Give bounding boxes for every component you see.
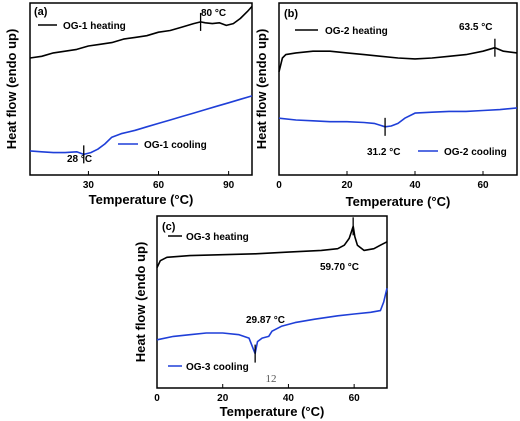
series-line-og-2-cooling: [278, 107, 518, 128]
series-line-og-1-cooling: [29, 95, 253, 156]
annotation-og2-heating-peak: 63.5 °C: [459, 22, 492, 33]
panel-c-frame: [156, 215, 388, 389]
panel-a-x-tick-label: 60: [153, 180, 165, 191]
page-number: 12: [266, 373, 277, 385]
panel-a-x-tick-label: 90: [223, 180, 235, 191]
panel-a-label: (a): [34, 6, 48, 18]
panel-a-xlabel: Temperature (°C): [89, 192, 194, 207]
legend-label-og3-cooling: OG-3 cooling: [186, 362, 249, 373]
panel-b-label: (b): [284, 8, 298, 20]
legend-label-og1-cooling: OG-1 cooling: [144, 140, 207, 151]
panel-a-x-tick-label: 30: [83, 180, 95, 191]
series-line-og-3-heating: [156, 225, 388, 268]
panel-c-transition-markers: [254, 217, 354, 363]
legend-label-og2-heating: OG-2 heating: [325, 26, 388, 37]
panel-a-x-ticks: 30 60 90: [83, 171, 235, 191]
annotation-og3-cooling-peak: 29.87 °C: [246, 315, 285, 326]
panel-b-x-tick-label: 20: [341, 180, 353, 191]
annotation-og1-cooling-peak: 28 °C: [67, 154, 92, 165]
panel-a-transition-markers: [83, 12, 202, 164]
series-line-og-3-cooling: [156, 288, 388, 355]
panel-c-x-tick-label: 0: [154, 393, 160, 404]
panel-a: (a) Heat flow (endo up) Temperature (°C)…: [4, 2, 253, 207]
panel-a-frame: [29, 2, 253, 176]
annotation-og2-cooling-peak: 31.2 °C: [367, 147, 400, 158]
legend-label-og2-cooling: OG-2 cooling: [444, 147, 507, 158]
legend-label-og3-heating: OG-3 heating: [186, 232, 249, 243]
series-line-og-2-heating: [278, 46, 518, 72]
panel-b: (b) Heat flow (endo up) Temperature (°C)…: [254, 2, 518, 209]
panel-b-transition-markers: [384, 38, 496, 136]
panel-b-x-tick-label: 0: [276, 180, 282, 191]
panel-a-ylabel: Heat flow (endo up): [4, 29, 19, 150]
panel-b-ylabel: Heat flow (endo up): [254, 29, 269, 150]
annotation-og1-heating-peak: 80 °C: [201, 8, 226, 19]
panel-c-x-tick-label: 40: [283, 393, 295, 404]
panel-b-x-tick-label: 40: [409, 180, 421, 191]
panel-c-label: (c): [162, 221, 176, 233]
panel-c-x-tick-label: 60: [349, 393, 361, 404]
panel-c: (c) Heat flow (endo up) Temperature (°C)…: [133, 215, 388, 419]
panel-c-x-tick-label: 20: [217, 393, 229, 404]
panel-c-ylabel: Heat flow (endo up): [133, 242, 148, 363]
panel-b-series: [278, 46, 518, 128]
panel-b-frame: [278, 2, 518, 176]
panel-b-x-tick-label: 60: [477, 180, 489, 191]
panel-a-series: [29, 5, 253, 156]
panel-c-series: [156, 225, 388, 355]
annotation-og3-heating-peak: 59.70 °C: [320, 262, 359, 273]
series-line-og-1-heating: [29, 5, 253, 59]
legend-label-og1-heating: OG-1 heating: [63, 21, 126, 32]
panel-b-xlabel: Temperature (°C): [346, 194, 451, 209]
panel-b-x-ticks: 0 20 40 60: [276, 171, 489, 191]
panel-c-x-ticks: 0 20 40 60: [154, 384, 360, 404]
panel-c-xlabel: Temperature (°C): [220, 404, 325, 419]
